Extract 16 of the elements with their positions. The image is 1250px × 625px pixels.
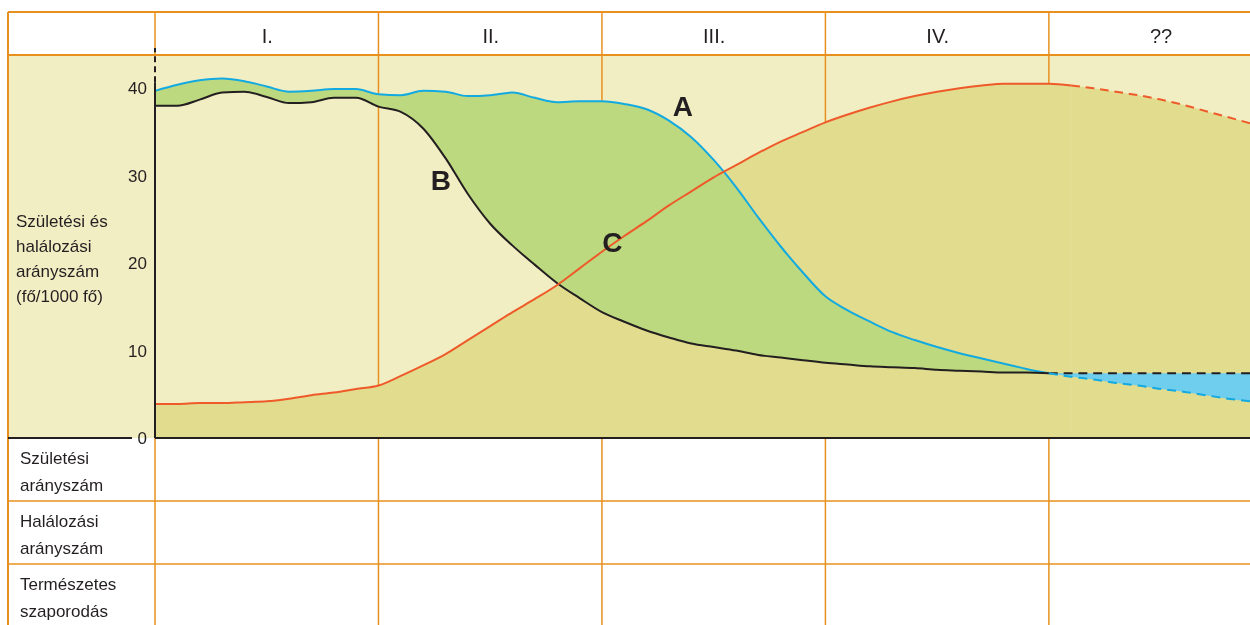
x-tick-label: II. bbox=[482, 24, 500, 47]
y-axis-title: Születési és halálozási arányszám (fő/1000 fő) bbox=[16, 211, 108, 305]
y-tick-label: 20 bbox=[128, 254, 147, 274]
y-tick-label: 40 bbox=[128, 79, 147, 99]
y-tick-label: 30 bbox=[128, 166, 147, 186]
y-tick-label: 10 bbox=[128, 341, 147, 361]
x-tick-label: III. bbox=[703, 24, 726, 47]
x-tick-label: ?? bbox=[1149, 24, 1173, 47]
x-tick-label: IV. bbox=[926, 24, 949, 47]
y-tick-label: 0 bbox=[137, 428, 147, 448]
text: Természetes szaporodás bbox=[20, 574, 117, 621]
series-label: B bbox=[430, 164, 451, 196]
x-tick-label: I. bbox=[261, 24, 273, 47]
series-label: A bbox=[672, 91, 694, 123]
text: Halálozási arányszám bbox=[20, 511, 104, 558]
text: Születési arányszám bbox=[20, 448, 104, 495]
